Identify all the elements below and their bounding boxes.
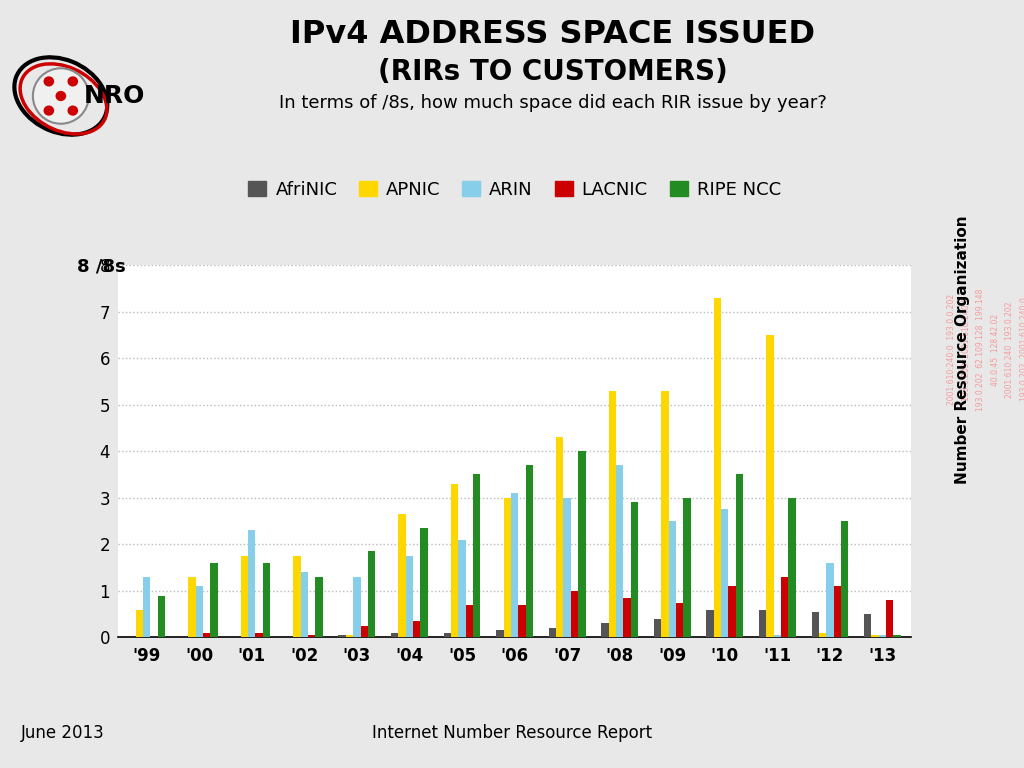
Bar [413, 621, 421, 637]
Bar [188, 577, 196, 637]
Bar [511, 493, 518, 637]
Bar [497, 631, 504, 637]
Bar [406, 556, 413, 637]
Bar [781, 577, 788, 637]
Bar [624, 598, 631, 637]
Bar [308, 635, 315, 637]
Bar [736, 475, 743, 637]
Bar [766, 335, 774, 637]
Bar [579, 452, 586, 637]
Bar [504, 498, 511, 637]
Bar [315, 577, 323, 637]
Bar [301, 572, 308, 637]
Bar [556, 437, 563, 637]
Ellipse shape [55, 91, 67, 101]
Bar [894, 635, 901, 637]
Bar [616, 465, 624, 637]
Bar [398, 514, 406, 637]
Ellipse shape [33, 68, 89, 124]
Bar [819, 633, 826, 637]
Bar [714, 297, 721, 637]
Bar [879, 635, 886, 637]
Text: Number Resource Organization: Number Resource Organization [955, 215, 971, 484]
Bar [210, 563, 218, 637]
Bar [391, 633, 398, 637]
Bar [669, 521, 676, 637]
Bar [826, 563, 834, 637]
Bar [864, 614, 871, 637]
Text: IPv4 ADDRESS SPACE ISSUED: IPv4 ADDRESS SPACE ISSUED [291, 19, 815, 50]
Text: 8 /8s: 8 /8s [77, 257, 126, 275]
Bar [451, 484, 459, 637]
Bar [339, 635, 346, 637]
Bar [248, 531, 255, 637]
Bar [631, 502, 638, 637]
Bar [443, 633, 451, 637]
Text: Internet Number Resource Report: Internet Number Resource Report [372, 724, 652, 743]
Bar [608, 391, 616, 637]
Bar [525, 465, 532, 637]
Bar [811, 612, 819, 637]
Bar [549, 628, 556, 637]
Bar [135, 610, 143, 637]
Bar [707, 610, 714, 637]
Bar [676, 603, 683, 637]
Text: June 2013: June 2013 [20, 724, 104, 743]
Bar [241, 556, 248, 637]
Bar [255, 633, 263, 637]
Ellipse shape [43, 105, 54, 116]
Legend: AfriNIC, APNIC, ARIN, LACNIC, RIPE NCC: AfriNIC, APNIC, ARIN, LACNIC, RIPE NCC [242, 174, 787, 206]
Bar [774, 635, 781, 637]
Bar [466, 605, 473, 637]
Bar [834, 586, 841, 637]
Bar [570, 591, 579, 637]
Bar [368, 551, 375, 637]
Bar [654, 619, 662, 637]
Text: 2001:610:240:0  193.0.0.202
193.0.203  2001:610:240:0
193.0.202  62.109.128  199: 2001:610:240:0 193.0.0.202 193.0.203 200… [947, 288, 1024, 411]
Bar [158, 595, 165, 637]
Bar [473, 475, 480, 637]
Ellipse shape [68, 105, 78, 116]
Bar [203, 633, 210, 637]
Bar [886, 601, 894, 637]
Bar [196, 586, 203, 637]
Bar [353, 577, 360, 637]
Bar [721, 509, 728, 637]
Bar [360, 626, 368, 637]
Bar [871, 635, 879, 637]
Bar [346, 635, 353, 637]
Text: In terms of /8s, how much space did each RIR issue by year?: In terms of /8s, how much space did each… [279, 94, 827, 111]
Bar [728, 586, 736, 637]
Bar [759, 610, 766, 637]
Ellipse shape [43, 76, 54, 87]
Bar [563, 498, 570, 637]
Ellipse shape [68, 76, 78, 87]
Bar [601, 624, 608, 637]
Bar [143, 577, 151, 637]
Ellipse shape [33, 68, 89, 124]
Bar [518, 605, 525, 637]
Bar [459, 540, 466, 637]
Bar [263, 563, 270, 637]
Text: (RIRs TO CUSTOMERS): (RIRs TO CUSTOMERS) [378, 58, 728, 85]
Bar [421, 528, 428, 637]
Bar [683, 498, 690, 637]
Bar [788, 498, 796, 637]
Bar [293, 556, 301, 637]
Text: NRO: NRO [83, 84, 144, 108]
Bar [841, 521, 848, 637]
Bar [662, 391, 669, 637]
